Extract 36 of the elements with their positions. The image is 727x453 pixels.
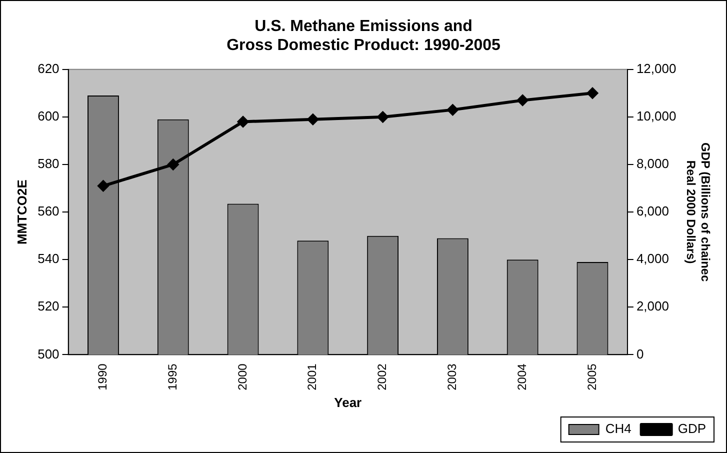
y-tick-label: 560 [38,204,60,219]
x-axis-title: Year [334,394,362,410]
x-tick-label: 1990 [96,363,110,390]
y-axis-title: MMTCO2E [14,179,30,245]
point [307,114,318,125]
legend-label: GDP [678,421,706,436]
y-tick-label: 580 [38,156,60,172]
point [377,111,388,122]
y-tick-label: 620 [38,60,60,76]
chart-title: U.S. Methane Emissions and Gross Domestic Product: 1990-2005 [226,18,501,54]
point [238,116,249,128]
y-tick-label: 540 [38,251,60,266]
point [168,159,179,170]
legend-label: CH4 [605,421,632,436]
x-tick-label: 2000 [235,363,250,390]
y2-tick-label: 0 [636,346,644,362]
x-tick-label: 2004 [514,363,529,390]
y2-tick-label: 4,000 [636,251,669,266]
x-tick-label: 1995 [165,363,180,390]
y2-tick-label: 12,000 [636,60,676,76]
y-tick-label: 500 [38,346,60,362]
point [517,94,528,106]
point [98,180,109,192]
x-tick-label: 2001 [305,363,320,390]
y2-tick-label: 6,000 [636,204,669,219]
y2-tick-label: 2,000 [636,298,669,314]
x-tick-label: 2005 [584,363,599,390]
y2-tick-label: 10,000 [636,108,676,124]
x-tick-label: 2003 [445,363,460,390]
y2-axis-title: GDP (Billions of chainec Real 2000 Dollars) [684,142,712,282]
point [586,88,598,99]
y-tick-label: 600 [38,108,60,124]
y2-tick-label: 8,000 [636,156,669,172]
point [447,104,458,116]
x-tick-label: 2002 [375,363,390,390]
y-tick-label: 520 [38,298,60,314]
